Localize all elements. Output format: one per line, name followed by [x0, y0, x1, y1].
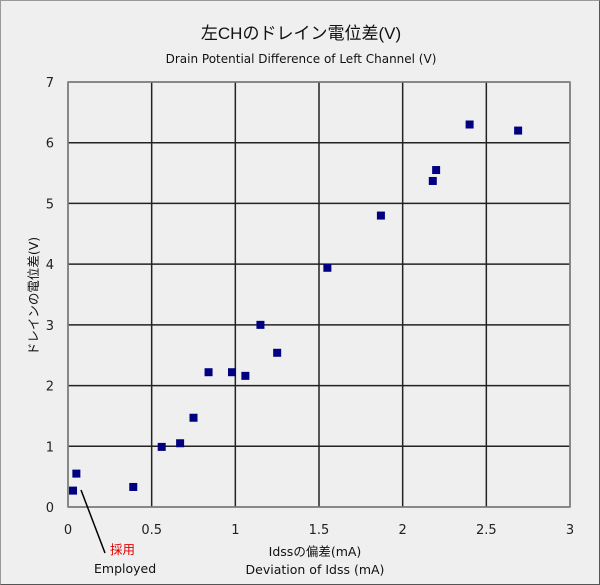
x-axis-ticks: 0 0.5 1 1.5 2 2.5 3: [64, 523, 574, 538]
data-point-marker: [376, 211, 385, 220]
x-axis-label-en: Deviation of Idss (mA): [246, 562, 385, 577]
data-point-marker: [69, 486, 78, 495]
y-tick-label: 2: [46, 380, 54, 395]
chart-title: 左CHのドレイン電位差(V): [201, 24, 401, 43]
data-point-marker: [465, 120, 474, 129]
y-tick-label: 1: [46, 440, 54, 455]
annotation-leader-line: [80, 489, 106, 554]
data-point-marker: [323, 263, 332, 272]
y-tick-label: 0: [46, 501, 54, 516]
x-axis-label: Idssの偏差(mA): [269, 544, 362, 559]
x-tick-label: 3: [566, 523, 574, 538]
data-point-marker: [72, 469, 81, 478]
x-tick-label: 1: [231, 523, 239, 538]
annotation-label-jp: 採用: [110, 542, 135, 557]
data-point-marker: [432, 166, 441, 175]
data-point-marker: [273, 348, 282, 357]
x-tick-label: 2.5: [476, 523, 497, 538]
plot-area: [67, 81, 571, 508]
y-tick-label: 6: [46, 137, 54, 152]
data-points: [69, 120, 523, 495]
data-point-marker: [204, 368, 213, 377]
chart-subtitle: Drain Potential Difference of Left Chann…: [166, 52, 437, 66]
data-point-marker: [514, 126, 523, 135]
x-tick-label: 1.5: [309, 523, 330, 538]
x-tick-label: 2: [399, 523, 407, 538]
data-point-marker: [256, 320, 265, 329]
x-tick-label: 0.5: [141, 523, 162, 538]
x-tick-label: 0: [64, 523, 72, 538]
data-point-marker: [428, 176, 437, 185]
data-point-marker: [241, 371, 250, 380]
y-axis-ticks: 0 1 2 3 4 5 6 7: [46, 76, 54, 516]
y-tick-label: 3: [46, 319, 54, 334]
y-axis-label: ドレインの電位差(V): [26, 237, 41, 355]
y-tick-label: 4: [46, 258, 54, 273]
annotation-label-en: Employed: [94, 561, 156, 576]
data-point-marker: [129, 482, 138, 491]
data-point-marker: [157, 442, 166, 451]
data-point-marker: [189, 413, 198, 422]
y-tick-label: 5: [46, 197, 54, 212]
y-tick-label: 7: [46, 76, 54, 91]
data-point-marker: [176, 439, 185, 448]
data-point-marker: [227, 368, 236, 377]
grid-lines: [67, 81, 571, 508]
